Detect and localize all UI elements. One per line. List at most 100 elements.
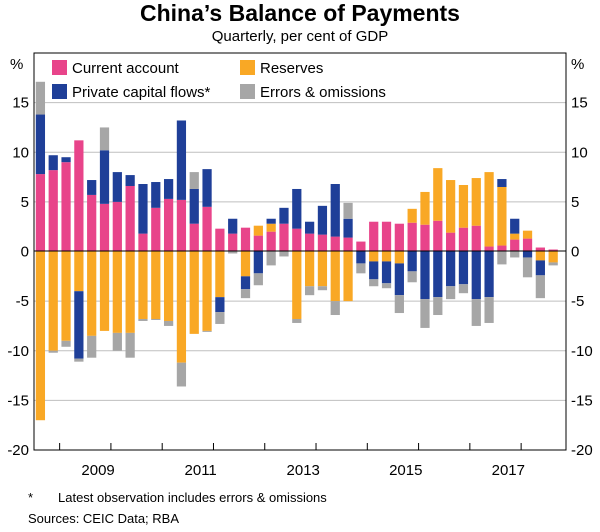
- y-tick-label-right: 15: [571, 95, 588, 112]
- bar-segment: [266, 218, 276, 224]
- bar-segment: [522, 257, 533, 278]
- bar-segment: [112, 172, 122, 202]
- bar-segment: [446, 251, 456, 287]
- footnote: * Latest observation includes errors & om…: [28, 490, 327, 505]
- bar-segment: [48, 251, 58, 351]
- bar-segment: [292, 228, 302, 252]
- y-tick-label-right: -10: [571, 343, 593, 360]
- bar-segment: [138, 184, 148, 234]
- bar-segment: [163, 198, 174, 252]
- bar-segment: [74, 251, 84, 292]
- y-tick-label-left: -20: [7, 442, 29, 459]
- bar-segment: [343, 251, 353, 302]
- bar-segment: [497, 245, 507, 252]
- bar-segment: [151, 207, 161, 252]
- bar-segment: [266, 251, 276, 266]
- bar-segment: [61, 157, 71, 163]
- bar-segment: [458, 227, 469, 252]
- bar-segment: [189, 188, 199, 224]
- chart-title: China’s Balance of Payments: [140, 0, 460, 26]
- bar-segment: [189, 172, 199, 189]
- bar-segment: [471, 225, 481, 252]
- bar-segment: [420, 191, 430, 225]
- legend-label: Reserves: [260, 60, 323, 77]
- bar-segment: [458, 251, 469, 285]
- bar-segment: [330, 184, 340, 237]
- legend-label: Errors & omissions: [260, 84, 386, 101]
- bar-segment: [369, 221, 379, 252]
- bar-segment: [163, 251, 174, 321]
- bar-segment: [253, 273, 263, 286]
- bar-segment: [497, 251, 507, 265]
- bar-segment: [112, 201, 122, 252]
- bar-segment: [189, 223, 199, 252]
- bar-segment: [317, 251, 328, 287]
- bar-segment: [356, 241, 366, 252]
- bar-segment: [433, 168, 443, 221]
- bar-segment: [394, 223, 404, 252]
- y-tick-label-right: 0: [571, 244, 579, 261]
- bar-segment: [522, 238, 533, 252]
- x-tick-label: 2013: [287, 462, 320, 479]
- bar-segment: [138, 233, 148, 252]
- bar-segment: [522, 230, 533, 239]
- bar-segment: [497, 186, 507, 246]
- bar-segment: [446, 180, 456, 233]
- bar-segment: [394, 251, 404, 264]
- bar-segment: [433, 297, 443, 316]
- bar-segment: [266, 231, 276, 252]
- bar-segment: [189, 251, 199, 334]
- bar-segment: [548, 262, 558, 266]
- y-tick-label-right: -5: [571, 293, 584, 310]
- bar-segment: [433, 251, 443, 298]
- bar-segment: [407, 271, 417, 283]
- bar-segment: [138, 251, 148, 319]
- bar-segment: [48, 170, 58, 252]
- bar-segment: [228, 233, 238, 252]
- bar-segment: [279, 251, 289, 257]
- bar-segment: [535, 251, 545, 261]
- bar-segment: [253, 251, 263, 274]
- bar-segment: [535, 247, 545, 252]
- bar-segment: [35, 114, 46, 175]
- y-tick-label-left: 10: [12, 144, 29, 161]
- bar-segment: [279, 207, 289, 224]
- bar-segment: [458, 185, 469, 228]
- bar-segment: [510, 251, 520, 258]
- bar-segment: [99, 251, 110, 331]
- bar-segment: [381, 283, 392, 289]
- x-tick-label: 2009: [81, 462, 114, 479]
- bar-segment: [407, 208, 417, 223]
- bar-segment: [125, 185, 135, 252]
- bar-segment: [535, 260, 545, 276]
- sources-note: Sources: CEIC Data; RBA: [28, 511, 179, 526]
- bar-segment: [48, 155, 58, 171]
- axis-labels: -20 -20 -15 -15 -10 -10 -5 -5 0 0 5 5 10 10 15 15 2009 20…: [7, 95, 592, 479]
- bar-segment: [497, 179, 507, 187]
- bar-segment: [253, 235, 263, 252]
- bar-segment: [420, 224, 430, 252]
- bar-segment: [369, 251, 379, 262]
- bar-segment: [343, 218, 353, 238]
- bar-segment: [317, 286, 328, 291]
- bar-segment: [356, 263, 366, 274]
- bar-segment: [420, 299, 430, 328]
- bar-segment: [176, 251, 187, 363]
- bar-segment: [510, 233, 520, 240]
- x-tick-label: 2011: [185, 462, 217, 479]
- legend-swatch: [240, 60, 255, 75]
- bar-segment: [61, 162, 71, 252]
- bar-segment: [138, 318, 148, 321]
- bar-segment: [343, 237, 353, 252]
- bar-segment: [87, 335, 97, 358]
- bar-segment: [510, 239, 520, 252]
- y-tick-label-right: 5: [571, 194, 579, 211]
- legend-swatch: [52, 60, 67, 75]
- bar-segment: [330, 236, 340, 252]
- bar-segment: [394, 295, 404, 314]
- bar-segment: [304, 286, 315, 296]
- x-tick-label: 2017: [492, 462, 525, 479]
- bar-segment: [228, 218, 238, 234]
- legend: Current account Reserves Private capital f…: [52, 60, 386, 101]
- bar-segment: [330, 301, 340, 316]
